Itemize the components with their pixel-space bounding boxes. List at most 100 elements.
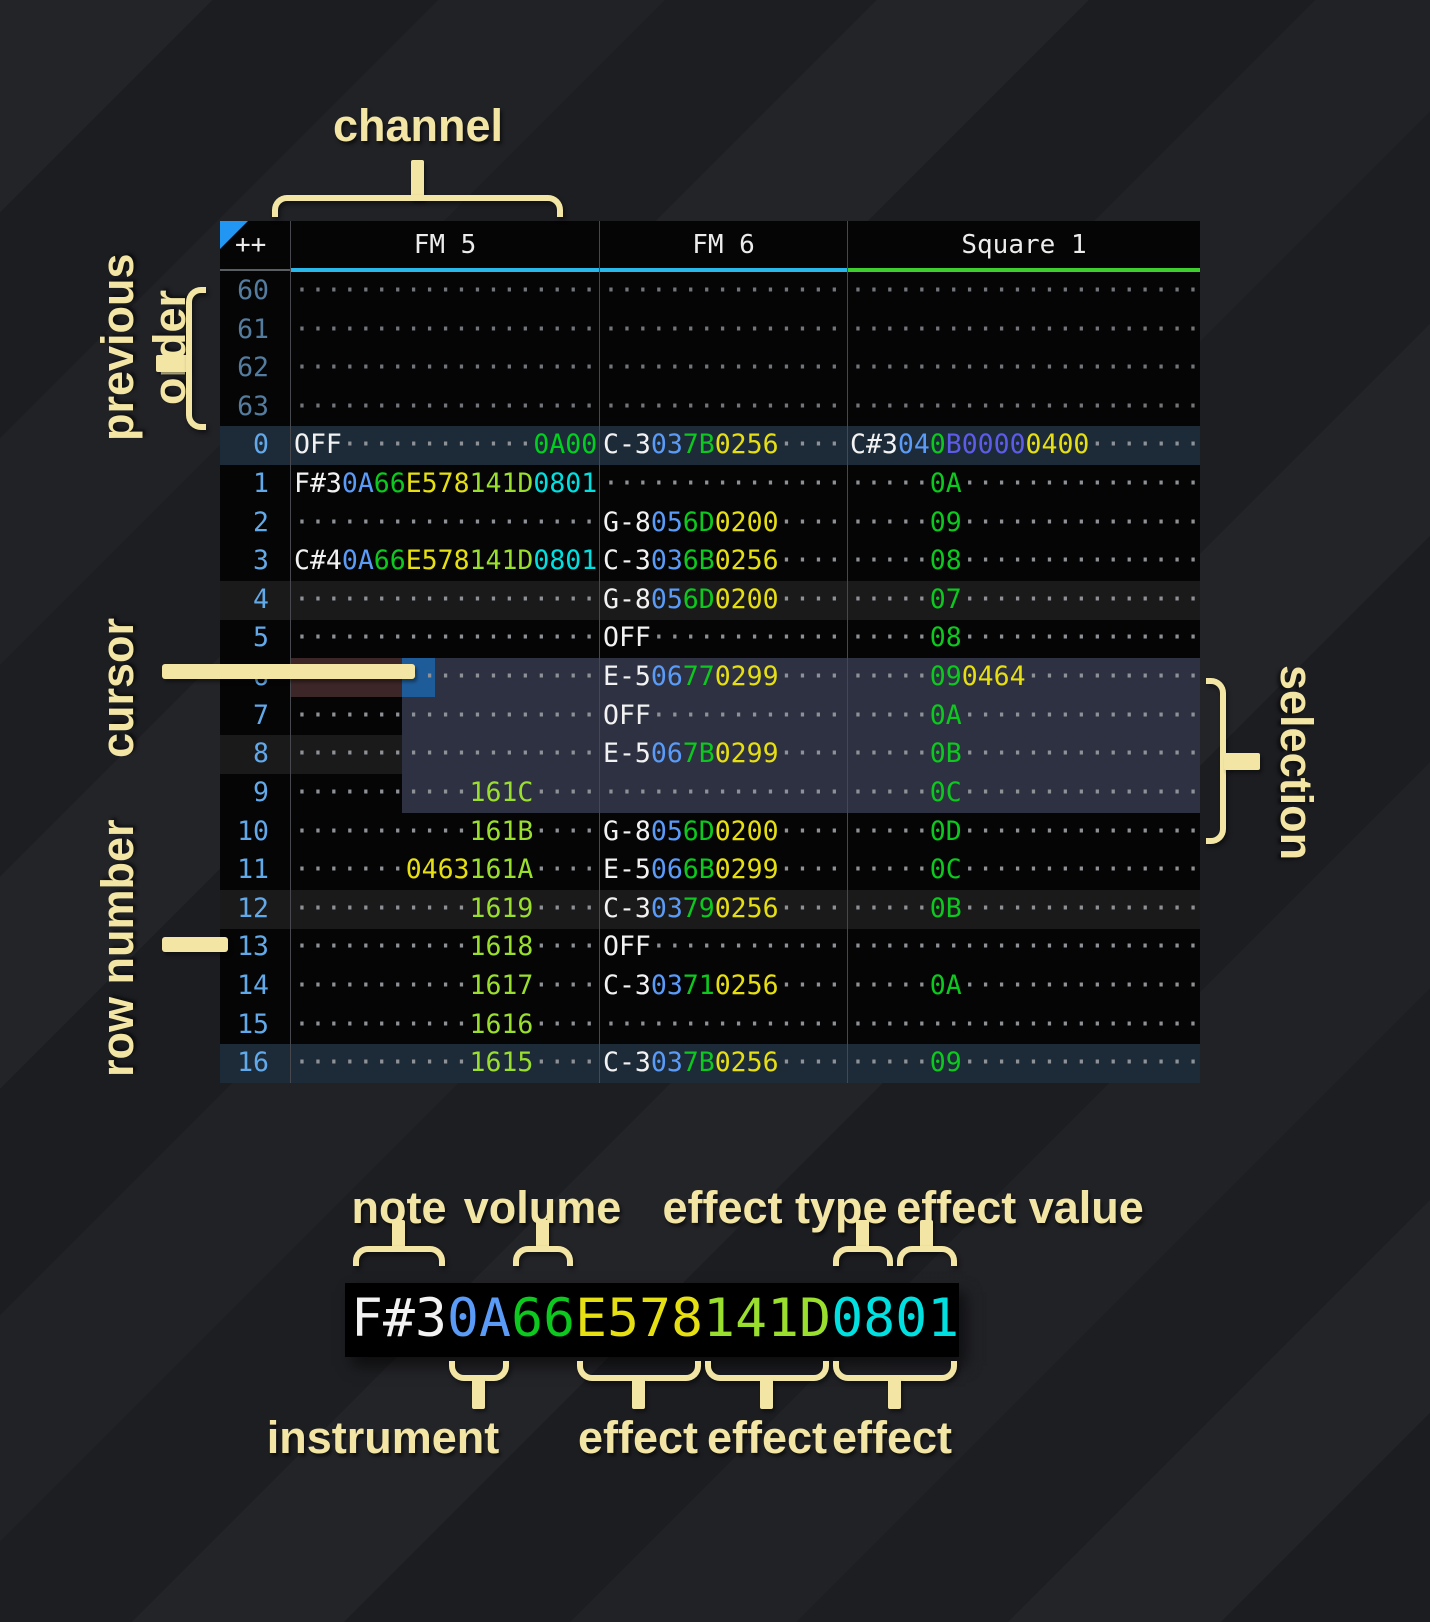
pattern-row-10[interactable]: 10 ···········161B···· G-8056D0200···· ····… xyxy=(220,812,1200,852)
pattern-row-12[interactable]: 12 ···········1619···· C-303790256···· ····… xyxy=(220,889,1200,929)
cell-fm5[interactable]: ··················· xyxy=(290,580,599,620)
cell-square1[interactable]: ·····0A··············· xyxy=(847,966,1200,1006)
cell-fm6[interactable]: G-8056D0200···· xyxy=(599,503,847,543)
cell-square1[interactable]: ·····08··············· xyxy=(847,542,1200,581)
cell-fm5[interactable]: ·······0463161A···· xyxy=(290,851,599,890)
legend-segment-fxC: 0801 xyxy=(831,1288,960,1349)
cell-fm5[interactable]: C#40A66E578141D0801 xyxy=(290,542,599,581)
effect-value-bracket xyxy=(897,1246,957,1266)
pattern-row-1[interactable]: 1 F#30A66E578141D0801 ··············· ·····… xyxy=(220,465,1200,504)
cell-square1[interactable]: ·····0A··············· xyxy=(847,696,1200,736)
cell-square1[interactable]: ······················ xyxy=(847,349,1200,388)
cell-fm5[interactable]: F#30A66E578141D0801 xyxy=(290,465,599,504)
cell-fm6[interactable]: OFF············ xyxy=(599,928,847,967)
cell-square1[interactable]: ·····0A··············· xyxy=(847,465,1200,504)
pattern-row-60[interactable]: 60 ··················· ··············· ····… xyxy=(220,272,1200,311)
cell-fm6[interactable]: C-303710256···· xyxy=(599,966,847,1006)
cell-square1[interactable]: ·····0B··············· xyxy=(847,735,1200,774)
pattern-rows: 60 ··················· ··············· ····… xyxy=(220,272,1200,1083)
cell-fm6[interactable]: E-5067B0299···· xyxy=(599,735,847,774)
cell-fm5[interactable]: ···········161C···· xyxy=(290,773,599,813)
pattern-row-3[interactable]: 3 C#40A66E578141D0801 C-3036B0256···· ·····… xyxy=(220,542,1200,581)
pattern-row-5[interactable]: 5 ··················· OFF············ ·····… xyxy=(220,619,1200,659)
channel-annotation-label: channel xyxy=(332,100,504,151)
cell-fm6[interactable]: E-506770299···· xyxy=(599,658,847,697)
cursor-annotation-label: cursor xyxy=(92,617,143,758)
cell-fm5[interactable]: ··················· xyxy=(290,619,599,659)
pattern-row-16[interactable]: 16 ···········1615···· C-3037B0256···· ····… xyxy=(220,1044,1200,1083)
effect3-label: effect xyxy=(831,1412,953,1463)
cell-fm6[interactable]: ··············· xyxy=(599,310,847,350)
pattern-row-4[interactable]: 4 ··················· G-8056D0200···· ·····… xyxy=(220,580,1200,620)
selection-region[interactable] xyxy=(402,658,1200,813)
pattern-row-2[interactable]: 2 ··················· G-8056D0200···· ·····… xyxy=(220,503,1200,543)
effect1-bracket-stem xyxy=(632,1379,645,1409)
pattern-row-0[interactable]: 0 OFF············0A00 C-3037B0256···· C#304… xyxy=(220,426,1200,466)
cell-fm5[interactable]: ···········1618···· xyxy=(290,928,599,967)
pattern-row-8[interactable]: 8 ··················· E-5067B0299···· ·····… xyxy=(220,735,1200,774)
cell-square1[interactable]: ······················ xyxy=(847,928,1200,967)
cell-fm5[interactable]: ···········161B···· xyxy=(290,812,599,852)
cell-fm5[interactable]: ··················· xyxy=(290,696,599,736)
cell-fm5[interactable]: ··················· xyxy=(290,735,599,774)
cell-square1[interactable]: ·····09··············· xyxy=(847,503,1200,543)
cell-fm5[interactable]: ···········1616···· xyxy=(290,1005,599,1045)
pattern-row-63[interactable]: 63 ··················· ··············· ····… xyxy=(220,387,1200,427)
cell-fm5[interactable]: ···········1619···· xyxy=(290,889,599,929)
cell-square1[interactable]: ·····09··············· xyxy=(847,1044,1200,1083)
cell-fm6[interactable]: ··············· xyxy=(599,465,847,504)
pattern-row-62[interactable]: 62 ··················· ··············· ····… xyxy=(220,349,1200,388)
pattern-row-11[interactable]: 11 ·······0463161A···· E-5066B0299···· ····… xyxy=(220,851,1200,890)
cell-fm6[interactable]: ··············· xyxy=(599,272,847,311)
row-number: 62 xyxy=(237,352,269,384)
effect3-bracket-stem xyxy=(888,1379,901,1409)
cell-square1[interactable]: ······················ xyxy=(847,272,1200,311)
cell-square1[interactable]: ·····07··············· xyxy=(847,580,1200,620)
cell-square1[interactable]: ·····08··············· xyxy=(847,619,1200,659)
cell-fm5[interactable]: ··················· xyxy=(290,310,599,350)
pattern-row-61[interactable]: 61 ··················· ··············· ····… xyxy=(220,310,1200,350)
effect-type-bracket-stem xyxy=(856,1220,869,1248)
cell-fm6[interactable]: ··············· xyxy=(599,1005,847,1045)
cell-fm5[interactable]: ··················· xyxy=(290,272,599,311)
cell-fm6[interactable]: OFF············ xyxy=(599,619,847,659)
channel-header-fm5[interactable]: FM 5 xyxy=(290,221,599,272)
cell-fm5[interactable]: ···········1615···· xyxy=(290,1044,599,1083)
pattern-row-13[interactable]: 13 ···········1618···· OFF············ ····… xyxy=(220,928,1200,967)
cell-fm6[interactable]: G-8056D0200···· xyxy=(599,580,847,620)
cell-fm5[interactable]: ··················· xyxy=(290,349,599,388)
cell-square1[interactable]: ·····0C··············· xyxy=(847,851,1200,890)
row-number: 5 xyxy=(253,622,269,654)
cell-fm6[interactable]: C-3037B0256···· xyxy=(599,1044,847,1083)
cell-square1[interactable]: ······················ xyxy=(847,310,1200,350)
pattern-row-14[interactable]: 14 ···········1617···· C-303710256···· ····… xyxy=(220,966,1200,1006)
cell-fm6[interactable]: C-3037B0256···· xyxy=(599,426,847,466)
cell-square1[interactable]: ······················ xyxy=(847,1005,1200,1045)
order-add-button[interactable]: ++ xyxy=(220,221,290,272)
cell-fm5[interactable]: ···········1617···· xyxy=(290,966,599,1006)
cell-square1[interactable]: C#3040B00000400······· xyxy=(847,426,1200,466)
cell-fm6[interactable]: E-5066B0299···· xyxy=(599,851,847,890)
cell-square1[interactable]: ·····090464··········· xyxy=(847,658,1200,697)
cell-fm5[interactable]: ··················· xyxy=(290,387,599,427)
cell-fm6[interactable]: ··············· xyxy=(599,349,847,388)
cell-square1[interactable]: ·····0C··············· xyxy=(847,773,1200,813)
cell-fm5[interactable]: OFF············0A00 xyxy=(290,426,599,466)
pattern-row-9[interactable]: 9 ···········161C···· ··············· ·····… xyxy=(220,773,1200,813)
cell-square1[interactable]: ·····0B··············· xyxy=(847,889,1200,929)
cell-fm6[interactable]: ··············· xyxy=(599,773,847,813)
cell-square1[interactable]: ·····0D··············· xyxy=(847,812,1200,852)
cell-fm5[interactable]: ··················· xyxy=(290,503,599,543)
pattern-row-7[interactable]: 7 ··················· OFF············ ·····… xyxy=(220,696,1200,736)
cell-square1[interactable]: ······················ xyxy=(847,387,1200,427)
effect-value-label: effect value xyxy=(896,1182,1144,1233)
cell-fm6[interactable]: C-303790256···· xyxy=(599,889,847,929)
pattern-row-15[interactable]: 15 ···········1616···· ··············· ····… xyxy=(220,1005,1200,1045)
previous-order-bracket-stem xyxy=(156,355,190,372)
cell-fm6[interactable]: C-3036B0256···· xyxy=(599,542,847,581)
channel-header-fm6[interactable]: FM 6 xyxy=(599,221,847,272)
cell-fm6[interactable]: G-8056D0200···· xyxy=(599,812,847,852)
cell-fm6[interactable]: ··············· xyxy=(599,387,847,427)
cell-fm6[interactable]: OFF············ xyxy=(599,696,847,736)
channel-header-square1[interactable]: Square 1 xyxy=(847,221,1200,272)
